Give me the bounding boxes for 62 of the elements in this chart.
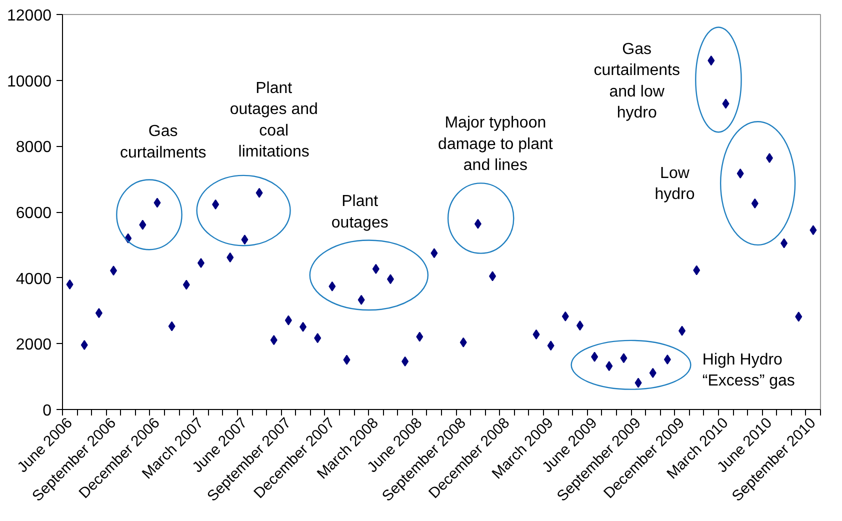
point <box>489 271 496 282</box>
point <box>780 238 788 248</box>
point <box>256 188 263 198</box>
point <box>372 264 380 274</box>
point <box>693 265 700 276</box>
point <box>300 322 307 332</box>
point <box>154 198 161 208</box>
point <box>80 340 88 350</box>
point <box>284 315 292 326</box>
point <box>532 329 540 340</box>
point <box>328 281 336 292</box>
annotation: Low hydro <box>654 164 695 204</box>
point <box>576 320 584 331</box>
y-tick-label: 6000 <box>16 205 52 222</box>
y-tick-label: 10000 <box>7 73 52 90</box>
point <box>226 252 234 262</box>
point <box>139 220 146 230</box>
point <box>562 311 569 322</box>
point <box>810 225 817 236</box>
point <box>110 266 118 276</box>
point <box>343 354 350 365</box>
point <box>634 378 642 388</box>
point <box>649 368 656 378</box>
point <box>751 198 758 208</box>
point <box>708 56 715 66</box>
annotation: High Hydro “Excess” gas <box>702 351 795 390</box>
point <box>197 258 204 268</box>
point <box>95 308 102 318</box>
annotation: Gas curtailments <box>120 123 206 162</box>
point <box>620 353 628 364</box>
point <box>795 312 802 322</box>
point <box>416 332 424 342</box>
annotation: Gas curtailments and low hydro <box>594 40 680 122</box>
y-tick-label: 4000 <box>16 270 52 288</box>
point <box>402 356 409 366</box>
annotation: Plant outages <box>331 193 388 232</box>
point <box>314 333 322 344</box>
point <box>766 153 773 164</box>
point <box>182 280 190 290</box>
point <box>722 98 730 109</box>
annotation: Major typhoon damage to plant and lines <box>438 114 554 174</box>
point <box>474 218 482 229</box>
point <box>547 340 554 351</box>
point <box>678 326 686 336</box>
point <box>212 199 220 210</box>
y-tick-label: 0 <box>42 402 52 420</box>
y-tick-label: 2000 <box>16 336 52 354</box>
point <box>606 361 613 372</box>
point <box>241 234 248 245</box>
point <box>386 274 394 284</box>
point <box>591 352 598 362</box>
point <box>66 279 74 290</box>
y-tick-label: 8000 <box>16 139 52 156</box>
y-tick-label: 12000 <box>7 8 52 24</box>
point <box>270 335 278 346</box>
point <box>430 248 438 258</box>
point <box>460 337 467 348</box>
annotation: Plant outages and coal limitations <box>230 80 318 161</box>
point <box>664 354 671 364</box>
point <box>168 321 176 332</box>
point <box>358 294 365 305</box>
point <box>736 168 744 178</box>
